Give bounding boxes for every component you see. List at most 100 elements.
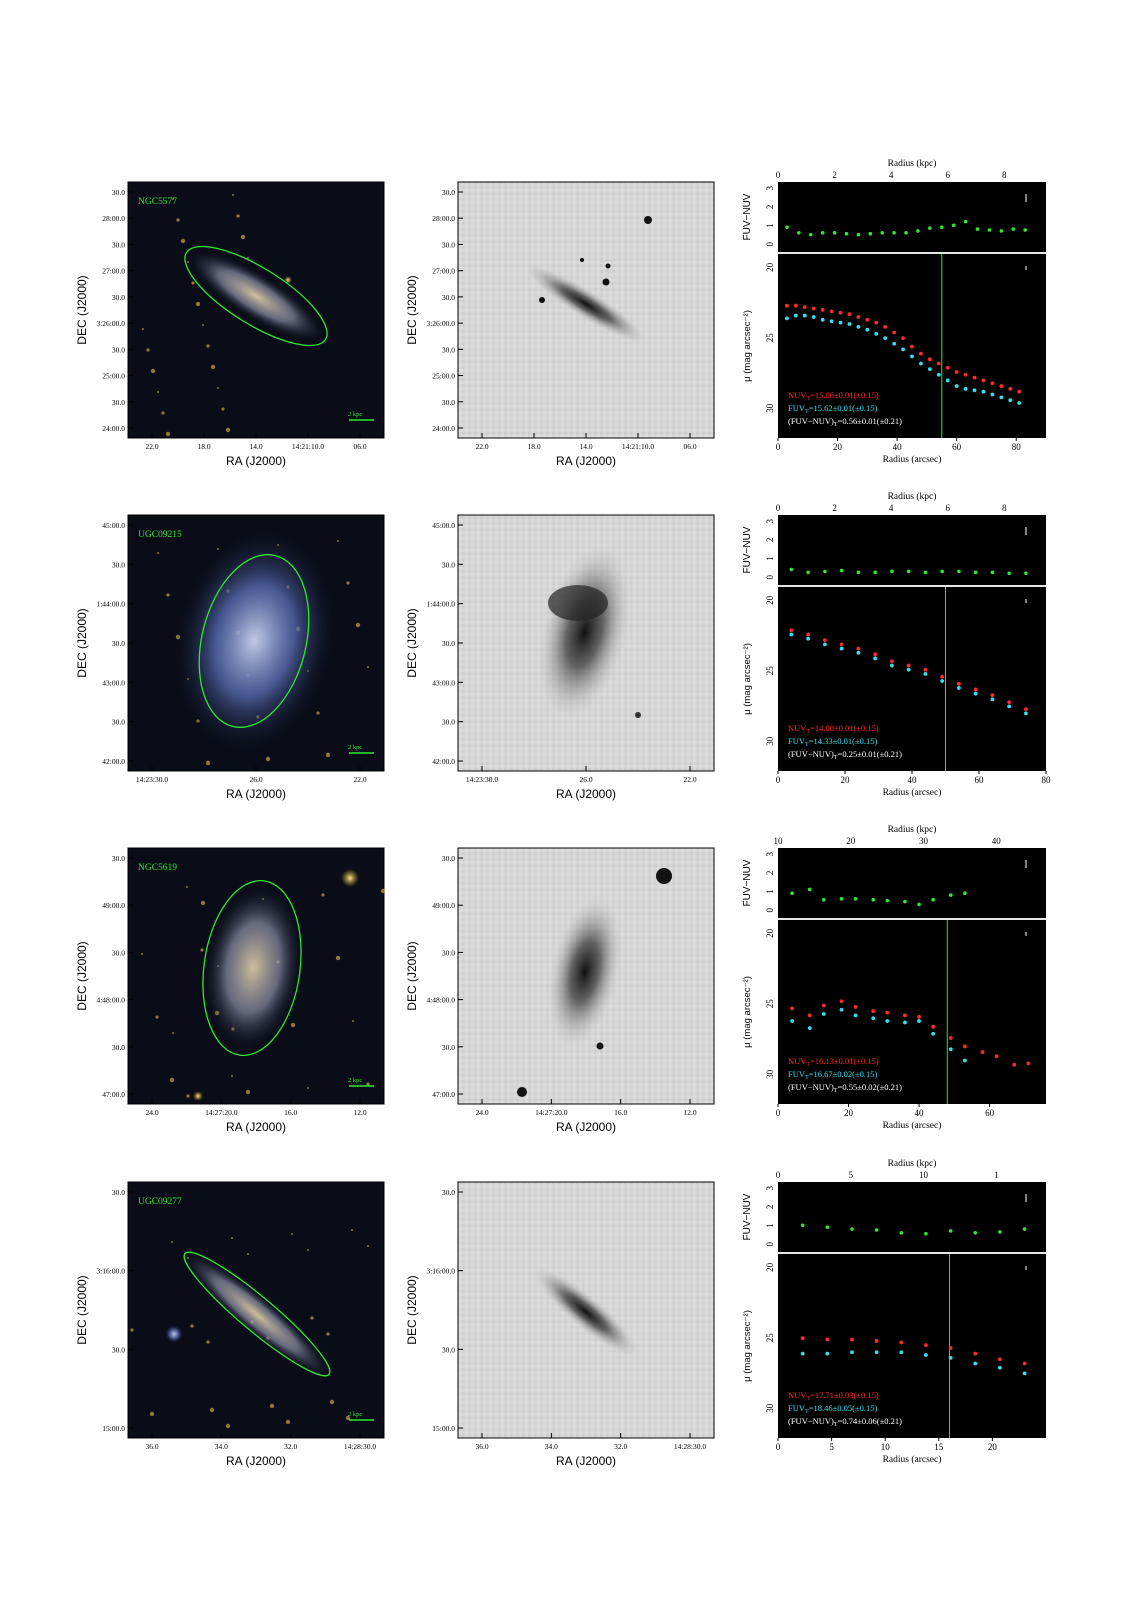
color-profile-frame	[778, 1182, 1046, 1252]
color-point	[808, 232, 813, 237]
total-color: (FUV−NUV)T=0.55±0.02(±0.21)	[788, 1082, 902, 1094]
kpc-axis-label: Radius (kpc)	[888, 1158, 937, 1169]
nuv-point	[811, 306, 816, 311]
arcsec-axis-label: Radius (arcsec)	[883, 1454, 942, 1465]
fuv-tick-label: 0	[765, 575, 775, 580]
kpc-axis-label: Radius (kpc)	[888, 158, 937, 169]
fuv-point	[811, 315, 816, 319]
dec-tick-label: 1:44:00.0	[96, 600, 125, 609]
dec-tick-label: 30.0	[442, 718, 455, 727]
dec-tick-label: 30.0	[442, 1345, 455, 1354]
color-point	[951, 223, 956, 228]
color-point	[928, 226, 932, 230]
nuv-point	[1024, 707, 1028, 712]
fuv-point	[973, 1361, 978, 1366]
color-profile-frame	[778, 515, 1046, 585]
fuv-point	[917, 1019, 921, 1023]
star	[205, 760, 211, 766]
kpc-tick-label: 2	[832, 503, 837, 513]
nuv-point	[829, 309, 834, 314]
ra-tick-label: 32.0	[614, 1442, 627, 1451]
arcsec-tick-label: 10	[881, 1442, 891, 1452]
star	[326, 1332, 330, 1336]
dec-tick-label: 45:00.0	[102, 521, 125, 530]
star	[142, 328, 144, 330]
kpc-tick-label: 1	[994, 1170, 999, 1180]
galaxy-name-label: NGC5577	[138, 197, 177, 207]
nuv-point	[789, 628, 794, 633]
kpc-tick-label: 10	[919, 1170, 929, 1180]
kpc-tick-label: 8	[1002, 170, 1007, 180]
scalebar-label: 2 kpc	[348, 1411, 362, 1418]
arcsec-tick-label: 80	[1042, 775, 1052, 785]
star	[180, 238, 186, 244]
dec-tick-label: 30.0	[442, 639, 455, 648]
color-point	[1022, 1227, 1027, 1231]
ra-tick-label: 24.0	[145, 1108, 158, 1117]
star	[231, 1237, 233, 1239]
fuv-point	[847, 322, 852, 326]
star	[172, 1032, 174, 1034]
star	[165, 431, 171, 437]
kpc-axis-label: Radius (kpc)	[888, 491, 937, 502]
color-point	[973, 1231, 978, 1235]
mu-axis-label: μ (mag arcsec⁻²)	[742, 976, 753, 1048]
dec-tick-label: 3:16:00.0	[96, 1267, 125, 1276]
star	[150, 368, 156, 374]
nuv-total-magnitude: NUVT=17.71±0.03(±0.15)	[788, 1390, 879, 1402]
dec-tick-label: 43:00.0	[432, 678, 455, 687]
ra-tick-label: 14:27:20.0	[535, 1108, 568, 1117]
fuv-point	[825, 1351, 830, 1356]
star	[130, 1328, 134, 1332]
star	[149, 1411, 155, 1417]
nuv-point	[927, 357, 932, 362]
uv-image	[457, 514, 715, 772]
fuv-tick-label: 1	[765, 556, 775, 561]
nuv-point	[820, 308, 825, 312]
ra-axis-label: RA (J2000)	[556, 787, 616, 801]
nuv-point	[873, 652, 878, 657]
star	[310, 1316, 314, 1320]
kpc-tick-label: 6	[945, 503, 950, 513]
fuv-axis-label: FUV−NUV	[742, 526, 753, 573]
fuv-point	[874, 332, 879, 336]
fuv-point	[972, 388, 977, 393]
galaxy-glow	[188, 250, 324, 342]
fuv-point	[957, 686, 961, 690]
dec-tick-label: 1:44:00.0	[426, 600, 455, 609]
fuv-point	[789, 632, 794, 637]
nuv-point	[1008, 386, 1013, 391]
mu-profile-frame	[778, 1254, 1046, 1438]
dec-tick-label: 30.0	[442, 560, 455, 569]
nuv-point	[853, 1005, 858, 1009]
fuv-point	[924, 1353, 928, 1357]
fuv-axis-label: FUV−NUV	[742, 193, 753, 240]
dec-tick-label: 30.0	[112, 398, 125, 407]
nuv-point	[885, 1010, 890, 1015]
color-point	[931, 897, 935, 902]
mu-tick-label: 30	[765, 1403, 775, 1413]
ra-tick-label: 18.0	[527, 442, 540, 451]
color-image-axes: 14:23:30.0 26.0 22.0 45:00.0 30.0 1:44:00.0 30…	[75, 521, 367, 801]
nuv-point	[990, 381, 995, 386]
fuv-tick-label: 3	[765, 519, 775, 524]
nuv-point	[785, 303, 789, 308]
fuv-point	[901, 347, 905, 352]
dec-tick-label: 4:48:00.0	[96, 996, 125, 1005]
dec-tick-label: 30.0	[112, 240, 125, 249]
fuv-tick-label: 2	[765, 538, 775, 543]
fuv-total-magnitude: FUVT=15.62±0.01(±0.15)	[788, 403, 878, 415]
dec-axis-label: DEC (J2000)	[405, 941, 419, 1010]
star	[366, 1082, 370, 1086]
color-point	[948, 1229, 953, 1233]
mu-tick-label: 30	[765, 1069, 775, 1079]
color-point	[917, 902, 921, 907]
panel-ngc5619: NGC5619 2 kpc 24.0 14:27:20.0 16.0 12.0 30.0 49…	[75, 824, 1046, 1134]
scalebar-label: 2 kpc	[348, 411, 362, 418]
mu-axis-label: μ (mag arcsec⁻²)	[742, 643, 753, 715]
dec-tick-label: 47:00.0	[432, 1090, 455, 1099]
dec-axis-label: DEC (J2000)	[405, 608, 419, 677]
fuv-tick-label: 3	[765, 1186, 775, 1191]
dec-tick-label: 30.0	[112, 718, 125, 727]
